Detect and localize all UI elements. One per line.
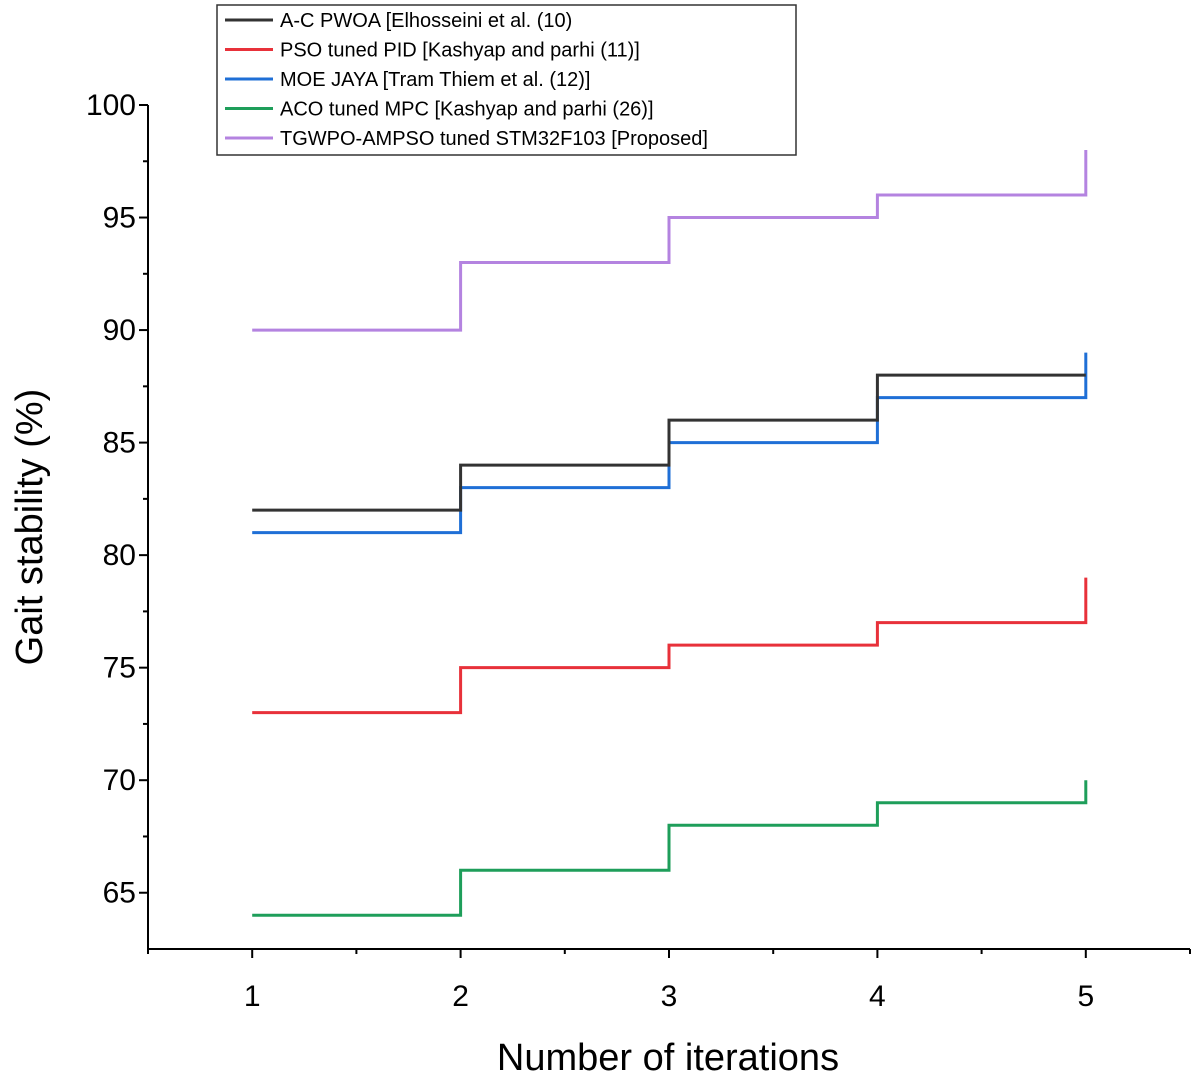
x-tick-label: 5 [1077,980,1094,1013]
y-tick-label: 65 [103,877,136,910]
x-tick-label: 2 [452,980,469,1013]
y-tick-label: 75 [103,652,136,685]
y-tick-label: 80 [103,539,136,572]
x-axis-title: Number of iterations [497,1037,839,1079]
legend-label: TGWPO-AMPSO tuned STM32F103 [Proposed] [280,128,708,150]
y-tick-label: 90 [103,314,136,347]
legend-label: MOE JAYA [Tram Thiem et al. (12)] [280,69,590,91]
y-tick-label: 70 [103,764,136,797]
y-tick-label: 100 [86,89,136,122]
x-tick-label: 4 [869,980,886,1013]
series-line-a-c-pwoa-elhosseini-et-al-10 [252,373,1086,512]
x-tick-label: 3 [661,980,678,1013]
legend-label: ACO tuned MPC [Kashyap and parhi (26)] [280,99,654,121]
axes: 65 70 75 80 85 90 95 100 1 2 3 4 5 [86,89,1191,1013]
legend-label: A-C PWOA [Elhosseini et al. (10) [280,10,572,32]
series-line-pso-tuned-pid-kashyap-and-parhi-11 [252,577,1088,715]
y-axis-title: Gait stability (%) [9,389,51,666]
series-line-aco-tuned-mpc-kashyap-and-parhi-26 [252,780,1088,917]
legend-label: PSO tuned PID [Kashyap and parhi (11)] [280,40,640,62]
y-tick-label: 95 [103,202,136,235]
legend-box [216,4,797,156]
x-tick-label: 1 [244,980,261,1013]
y-tick-label: 85 [103,427,136,460]
legend: A-C PWOA [Elhosseini et al. (10) PSO tune… [216,4,797,156]
series-layer [252,150,1088,917]
series-line-tgwpo-ampso-tuned-stm32f103-proposed [252,150,1088,332]
